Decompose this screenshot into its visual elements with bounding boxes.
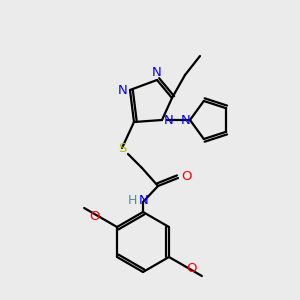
Text: N: N xyxy=(164,113,174,127)
Text: S: S xyxy=(118,142,126,154)
Text: N: N xyxy=(181,113,191,127)
Text: N: N xyxy=(152,67,162,80)
Text: O: O xyxy=(186,262,196,275)
Text: N: N xyxy=(139,194,149,208)
Text: N: N xyxy=(118,83,128,97)
Text: O: O xyxy=(181,170,191,184)
Text: O: O xyxy=(89,209,100,223)
Text: H: H xyxy=(127,194,137,208)
